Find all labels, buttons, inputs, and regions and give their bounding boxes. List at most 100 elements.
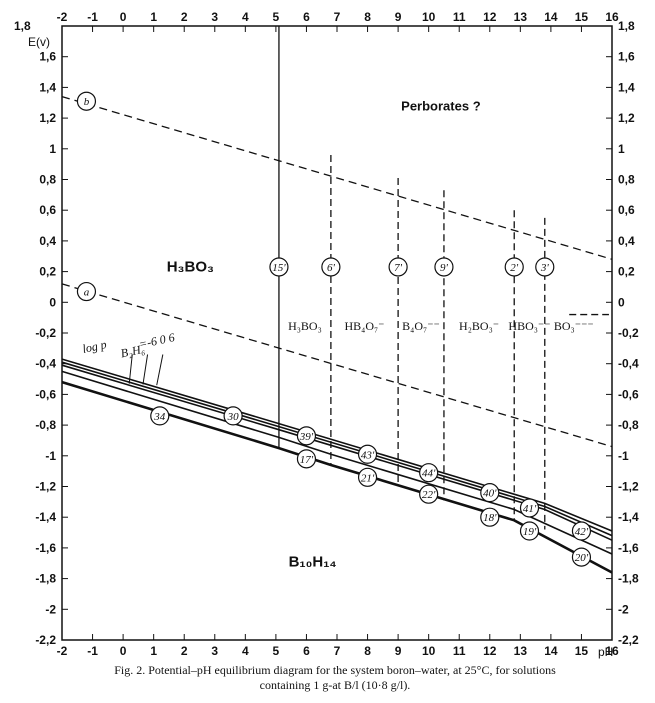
x-tick-label-bottom: 10 xyxy=(422,644,436,658)
series-line-34 xyxy=(61,380,613,574)
circled-marker-9 xyxy=(223,406,243,426)
h3bo3-region-label: H₃BO₃ xyxy=(167,259,214,276)
y-tick-label-right: -0,2 xyxy=(618,326,639,340)
y-tick-label-left: -1,8 xyxy=(35,572,56,586)
circled-marker-label-12: 43' xyxy=(361,449,375,461)
circled-marker-7 xyxy=(535,257,555,277)
x-tick-label-bottom: 4 xyxy=(242,644,249,658)
circled-marker-1 xyxy=(76,281,97,302)
circled-marker-label-0: b xyxy=(84,96,90,108)
x-tick-label-bottom: 0 xyxy=(120,644,127,658)
circled-marker-label-14: 44' xyxy=(422,468,436,480)
log-p-leader-2 xyxy=(156,354,164,386)
x-tick-label-bottom: 12 xyxy=(483,644,497,658)
species-label-4: HBO₃⁻⁻ xyxy=(508,319,550,333)
y-tick-label-left: -0,2 xyxy=(35,326,56,340)
circled-marker-label-7: 3' xyxy=(540,262,550,274)
circled-marker-label-18: 41' xyxy=(523,503,537,515)
y-tick-label-left: -0,8 xyxy=(35,418,56,432)
species-label-0: H₃BO₃ xyxy=(288,319,322,333)
plot-frame xyxy=(61,25,613,641)
y-axis-name: E(v) xyxy=(28,35,50,49)
circled-marker-label-19: 19' xyxy=(523,526,537,538)
x-tick-label-top: 6 xyxy=(303,10,310,24)
x-tick-label-top: 2 xyxy=(181,10,188,24)
x-tick-label-bottom: -1 xyxy=(87,644,98,658)
y-tick-label-right: -0,4 xyxy=(618,357,639,371)
y-tick-label-left: 0,2 xyxy=(39,265,56,279)
x-tick-label-top: 11 xyxy=(453,10,466,24)
x-tick-label-top: 13 xyxy=(514,10,528,24)
series-line-line-4 xyxy=(61,370,613,555)
circled-marker-6 xyxy=(504,257,524,277)
x-tick-label-top: 15 xyxy=(575,10,589,24)
x-tick-label-bottom: 1 xyxy=(150,644,157,658)
y-tick-label-right: 0,8 xyxy=(618,173,635,187)
x-tick-label-bottom: 13 xyxy=(514,644,528,658)
x-tick-label-bottom: 8 xyxy=(364,644,371,658)
species-label-2: B₄O₇⁻⁻ xyxy=(402,319,440,333)
y-tick-label-left: 1,8 xyxy=(14,19,31,33)
x-tick-label-top: 4 xyxy=(242,10,249,24)
x-tick-label-top: 0 xyxy=(120,10,127,24)
log-p-values: =-6 0 6 xyxy=(138,330,176,351)
x-tick-label-bottom: 3 xyxy=(211,644,218,658)
y-tick-label-right: -2 xyxy=(618,602,629,616)
circled-marker-label-9: 30 xyxy=(227,411,240,423)
y-tick-label-left: -0,4 xyxy=(35,357,56,371)
y-tick-label-right: -1,2 xyxy=(618,480,639,494)
y-tick-label-right: -1 xyxy=(618,449,629,463)
series-line-a xyxy=(61,283,613,448)
figure-caption: Fig. 2. Potential–pH equilibrium diagram… xyxy=(40,663,630,693)
circled-marker-label-10: 39' xyxy=(299,431,314,443)
x-tick-label-bottom: 16 xyxy=(605,644,619,658)
circled-marker-label-6: 2' xyxy=(510,262,519,274)
series-line-b xyxy=(61,95,613,260)
log-p-subscript: B₂H₆ xyxy=(119,342,146,361)
x-tick-label-bottom: 15 xyxy=(575,644,589,658)
y-tick-label-right: -2,2 xyxy=(618,633,639,647)
y-tick-label-right: 0,2 xyxy=(618,265,635,279)
log-p-label: log p xyxy=(81,337,108,356)
y-tick-label-left: 0,6 xyxy=(39,203,56,217)
y-tick-label-right: 1,6 xyxy=(618,50,635,64)
circled-marker-label-20: 42' xyxy=(575,526,589,538)
y-tick-label-left: 1,4 xyxy=(39,80,56,94)
y-tick-label-right: 0,6 xyxy=(618,203,635,217)
log-p-leader-1 xyxy=(142,354,149,385)
x-tick-label-top: 8 xyxy=(364,10,371,24)
circled-marker-21 xyxy=(571,547,592,567)
x-tick-label-top: 10 xyxy=(422,10,436,24)
y-tick-label-left: 1,2 xyxy=(39,111,56,125)
y-tick-label-right: 0,4 xyxy=(618,234,635,248)
circled-marker-label-2: 15' xyxy=(272,262,286,274)
x-tick-label-top: -1 xyxy=(87,10,98,24)
circled-marker-4 xyxy=(388,257,408,277)
y-tick-label-right: -1,8 xyxy=(618,572,639,586)
y-tick-label-right: -0,6 xyxy=(618,387,639,401)
series-line-line-2 xyxy=(61,361,613,537)
circled-marker-18 xyxy=(519,498,540,518)
circled-marker-label-13: 21' xyxy=(361,472,375,484)
potential-ph-chart: -2-2-1-100112233445566778899101011111212… xyxy=(14,10,639,659)
y-tick-label-right: -0,8 xyxy=(618,418,639,432)
circled-marker-8 xyxy=(150,406,170,426)
y-tick-label-right: -1,6 xyxy=(618,541,639,555)
x-tick-label-bottom: 6 xyxy=(303,644,310,658)
x-tick-label-bottom: 7 xyxy=(334,644,341,658)
y-tick-label-left: -1 xyxy=(45,449,56,463)
circled-marker-19 xyxy=(519,521,540,541)
circled-marker-3 xyxy=(321,257,341,277)
x-tick-label-top: 3 xyxy=(211,10,218,24)
y-tick-label-left: -0,6 xyxy=(35,387,56,401)
circled-marker-2 xyxy=(269,257,289,277)
x-tick-label-bottom: 14 xyxy=(544,644,558,658)
species-label-1: HB₄O₇⁻ xyxy=(344,319,384,333)
y-tick-label-right: 1,2 xyxy=(618,111,635,125)
circled-marker-label-1: a xyxy=(84,287,90,299)
circled-marker-label-21: 20' xyxy=(575,552,589,564)
circled-marker-label-15: 22' xyxy=(422,489,436,501)
y-tick-label-right: 0 xyxy=(618,295,625,309)
log-p-leader-0 xyxy=(128,354,133,384)
y-tick-label-right: 1 xyxy=(618,142,625,156)
